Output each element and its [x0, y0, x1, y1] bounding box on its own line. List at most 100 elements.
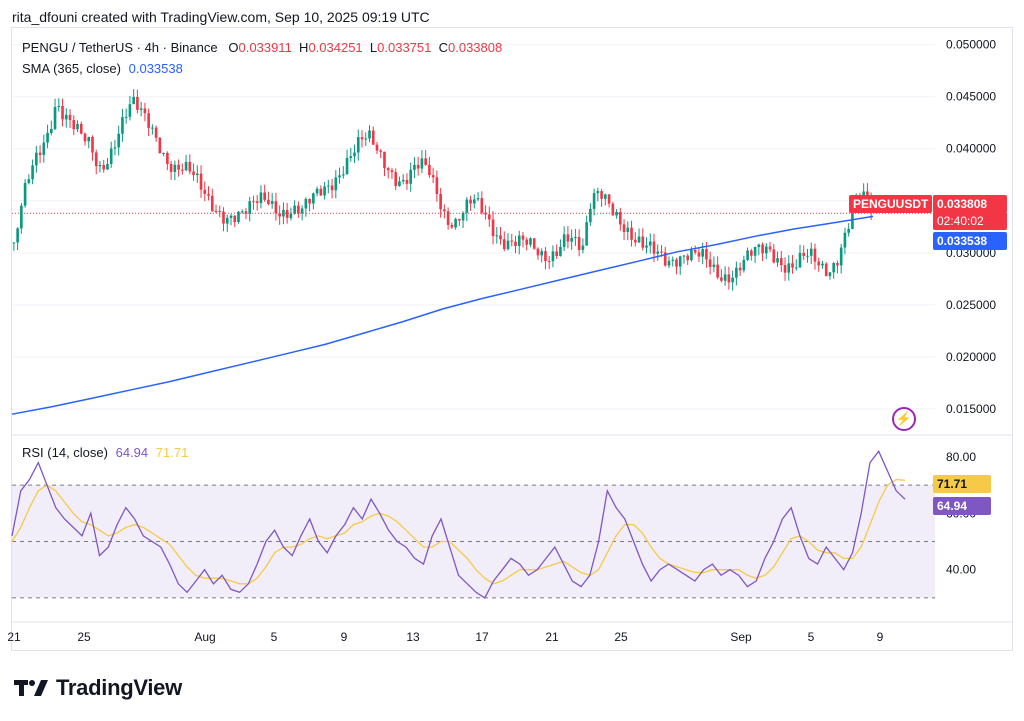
- candle-body: [109, 148, 113, 165]
- candle-body: [203, 189, 207, 194]
- candle-body: [678, 256, 682, 267]
- close-value: 0.033808: [448, 40, 503, 55]
- candle-body: [293, 205, 296, 214]
- candle-body: [746, 250, 749, 260]
- candle-body: [495, 235, 499, 237]
- candle-body: [375, 144, 379, 151]
- candle-body: [484, 212, 487, 215]
- candle-body: [517, 235, 521, 247]
- candle-body: [525, 239, 529, 245]
- candle-body: [79, 123, 83, 134]
- candle-body: [267, 199, 270, 204]
- countdown-tag: 02:40:02: [933, 212, 1007, 230]
- candle-body: [454, 218, 457, 228]
- candle-body: [712, 264, 716, 268]
- candle-body: [16, 228, 19, 243]
- price-tick-label: 0.040000: [946, 142, 996, 156]
- candle-body: [184, 161, 188, 171]
- candle-body: [476, 198, 480, 200]
- candle-body: [147, 113, 150, 128]
- candle-body: [117, 133, 120, 148]
- candle-body: [143, 108, 147, 114]
- candle-body: [72, 120, 76, 130]
- candle-body: [619, 212, 622, 225]
- candle-body: [562, 234, 566, 247]
- candle-body: [720, 277, 723, 281]
- candle-body: [158, 137, 162, 154]
- candle-body: [750, 250, 753, 256]
- candle-body: [53, 106, 57, 129]
- candle-body: [31, 165, 34, 180]
- candle-body: [46, 132, 49, 143]
- rsi-line: [11, 450, 906, 599]
- candle-body: [91, 136, 94, 153]
- candle-body: [589, 208, 592, 223]
- candle-body: [532, 238, 536, 249]
- candle-body: [566, 234, 570, 242]
- candle-body: [607, 194, 611, 204]
- candle-body: [708, 259, 712, 268]
- candle-body: [727, 274, 731, 283]
- candle-body: [828, 272, 832, 277]
- candle-body: [791, 263, 794, 268]
- candle-body: [529, 238, 532, 245]
- candle-body: [113, 147, 117, 149]
- candle-body: [166, 153, 169, 165]
- candle-body: [154, 127, 158, 138]
- candle-body: [124, 116, 128, 118]
- price-tick-label: 0.025000: [946, 298, 996, 312]
- candle-body: [162, 153, 165, 155]
- time-tick-label: 21: [7, 630, 21, 644]
- candle-body: [76, 123, 79, 130]
- candle-body: [379, 150, 383, 152]
- price-tick-label: 0.050000: [946, 38, 996, 52]
- high-label: H: [299, 40, 309, 55]
- candle-body: [779, 258, 783, 266]
- candle-body: [128, 104, 132, 117]
- candle-body: [312, 193, 315, 204]
- rsi-tag: 64.94: [933, 497, 991, 515]
- candle-body: [439, 194, 442, 210]
- candle-body: [742, 259, 746, 271]
- candle-body: [68, 114, 72, 121]
- chart-frame: [11, 27, 1013, 651]
- candle-body: [57, 106, 61, 108]
- tradingview-logo-icon: [14, 680, 48, 696]
- candle-body: [787, 263, 791, 273]
- price-legend: PENGU / TetherUS · 4h · Binance O0.03391…: [22, 40, 502, 55]
- candle-body: [169, 164, 173, 172]
- candle-body: [574, 237, 577, 239]
- candle-body: [682, 255, 686, 257]
- candle-body: [596, 191, 600, 194]
- candle-body: [364, 138, 368, 140]
- candle-body: [446, 211, 450, 225]
- tradingview-logo[interactable]: TradingView: [14, 675, 182, 701]
- candle-body: [210, 195, 214, 211]
- rsi-value: 64.94: [115, 445, 149, 460]
- candle-body: [836, 263, 839, 266]
- candle-body: [798, 252, 802, 268]
- rsi-label: RSI (14, close): [22, 445, 108, 460]
- candle-body: [581, 245, 585, 250]
- candle-body: [813, 248, 817, 262]
- candle-body: [731, 277, 734, 283]
- candle-body: [551, 251, 555, 262]
- close-label: C: [438, 40, 448, 55]
- time-tick-label: 13: [406, 630, 420, 644]
- sma-value: 0.033538: [128, 61, 183, 76]
- candle-body: [282, 209, 285, 217]
- candle-body: [686, 255, 690, 261]
- candle-body: [136, 96, 139, 110]
- sma-price-tag: 0.033538: [933, 232, 1007, 250]
- candle-body: [87, 136, 91, 142]
- candle-body: [353, 152, 356, 157]
- candle-body: [450, 224, 454, 228]
- candle-body: [64, 114, 68, 120]
- candle-body: [648, 241, 652, 246]
- candle-body: [413, 164, 416, 170]
- lightning-icon[interactable]: ⚡: [892, 407, 916, 431]
- candle-body: [514, 241, 517, 247]
- candle-body: [832, 263, 836, 273]
- candle-body: [443, 209, 446, 212]
